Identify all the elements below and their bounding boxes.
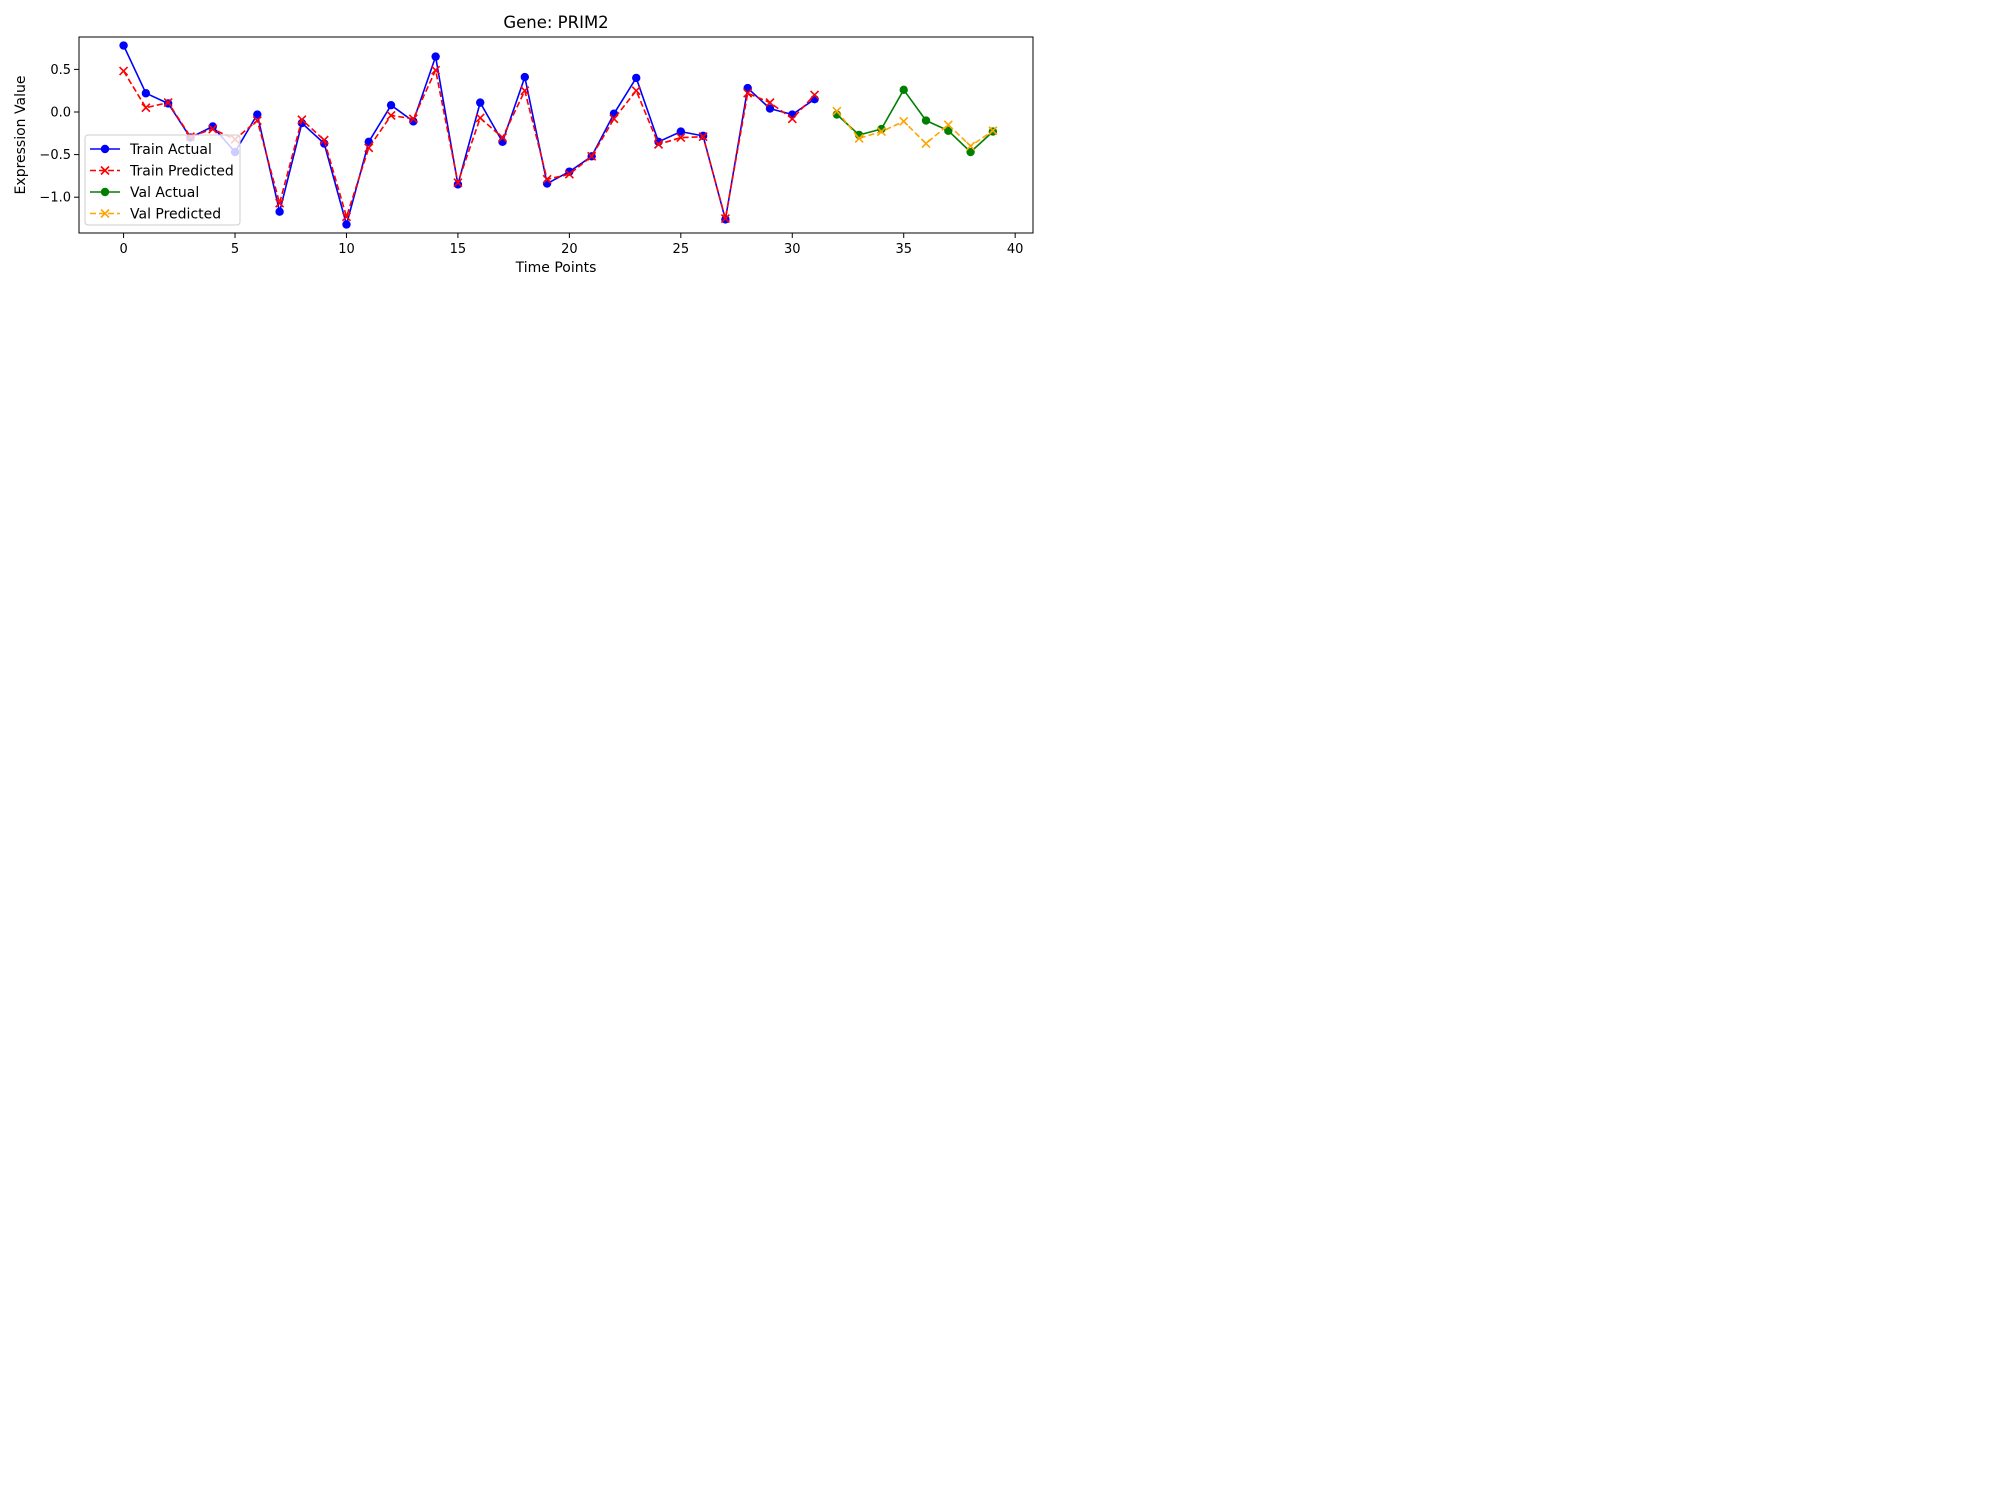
data-point — [342, 220, 351, 229]
data-point — [119, 41, 128, 50]
x-tick-label: 15 — [450, 242, 467, 257]
y-tick-label: 0.5 — [50, 63, 71, 78]
legend: Train Actual Train Predicted Val Actual Val… — [84, 134, 241, 226]
data-point — [565, 167, 574, 176]
data-point — [476, 98, 485, 107]
x-tick-label: 30 — [784, 242, 801, 257]
x-tick-label: 10 — [338, 242, 355, 257]
x-axis: 0 5 10 15 20 25 30 35 40 — [119, 233, 1023, 257]
series-line — [122, 69, 816, 220]
data-point — [809, 90, 820, 100]
data-point — [720, 213, 730, 224]
data-point — [275, 198, 285, 208]
plot-area — [78, 36, 1034, 234]
legend-box — [84, 134, 241, 226]
data-point — [297, 115, 307, 125]
data-point — [386, 110, 396, 120]
data-point — [587, 151, 597, 161]
legend-item: Train Predicted — [90, 164, 234, 180]
data-point — [698, 132, 708, 142]
data-point — [497, 132, 508, 143]
data-point — [876, 127, 886, 137]
data-point — [966, 141, 976, 151]
chart-title: Gene: PRIM2 — [503, 13, 608, 32]
x-tick-label: 5 — [231, 242, 239, 257]
x-axis-label: Time Points — [515, 260, 597, 276]
legend-label: Train Actual — [129, 142, 212, 158]
x-tick-label: 40 — [1007, 242, 1024, 257]
data-point — [676, 127, 686, 136]
y-axis: −1.0 −0.5 0.0 0.5 — [39, 63, 79, 206]
data-point — [364, 143, 374, 153]
data-point — [743, 88, 753, 98]
data-point — [119, 66, 129, 76]
data-point — [208, 122, 217, 131]
data-point — [253, 110, 262, 119]
legend-label: Val Actual — [130, 185, 199, 201]
data-point — [877, 124, 886, 134]
legend-label: Train Predicted — [129, 164, 234, 180]
data-point — [988, 126, 998, 136]
data-point — [676, 132, 686, 143]
data-point — [431, 52, 440, 61]
legend-marker — [100, 208, 110, 219]
data-point — [921, 116, 931, 125]
data-point — [141, 103, 151, 113]
data-point — [899, 85, 908, 95]
data-point — [520, 86, 530, 96]
legend-item: Val Actual — [90, 185, 199, 201]
data-point — [765, 104, 775, 113]
data-point — [854, 133, 864, 143]
data-point — [408, 114, 418, 124]
legend-marker — [100, 165, 110, 176]
data-point — [609, 114, 619, 124]
series-line — [836, 110, 994, 147]
data-point — [498, 137, 507, 147]
x-tick-label: 20 — [561, 242, 578, 257]
data-point — [520, 72, 529, 82]
data-point — [921, 138, 931, 149]
data-point — [453, 180, 463, 189]
data-point — [475, 113, 485, 123]
y-tick-label: −0.5 — [39, 148, 71, 163]
y-tick-label: 0.0 — [50, 105, 71, 120]
data-point — [765, 98, 775, 108]
data-point — [141, 89, 151, 98]
legend-item: Val Predicted — [90, 207, 221, 223]
series-4 — [832, 106, 998, 151]
data-point — [631, 86, 641, 96]
legend-item: Train Actual — [90, 142, 212, 158]
legend-marker — [100, 144, 110, 154]
data-point — [275, 207, 284, 216]
data-point — [632, 73, 641, 83]
data-point — [653, 139, 664, 149]
x-tick-label: 25 — [673, 242, 690, 257]
y-axis-label: Expression Value — [13, 76, 29, 195]
data-point — [564, 169, 574, 179]
data-point — [386, 100, 396, 110]
data-point — [542, 179, 552, 188]
data-point — [163, 98, 173, 108]
data-point — [453, 178, 463, 188]
data-point — [542, 174, 552, 184]
data-point — [943, 120, 953, 130]
data-point — [832, 106, 842, 116]
data-point — [341, 212, 352, 222]
x-tick-label: 0 — [119, 242, 127, 257]
data-point — [966, 147, 975, 157]
x-tick-label: 35 — [895, 242, 912, 257]
legend-label: Val Predicted — [130, 207, 221, 223]
data-point — [431, 65, 441, 75]
data-point — [787, 114, 797, 124]
data-point — [319, 135, 329, 145]
data-point — [252, 115, 262, 126]
legend-marker — [100, 187, 110, 197]
data-point — [944, 126, 953, 135]
data-point — [208, 124, 218, 134]
y-tick-label: −1.0 — [39, 191, 71, 206]
data-point — [899, 116, 909, 126]
series-2 — [119, 65, 820, 224]
